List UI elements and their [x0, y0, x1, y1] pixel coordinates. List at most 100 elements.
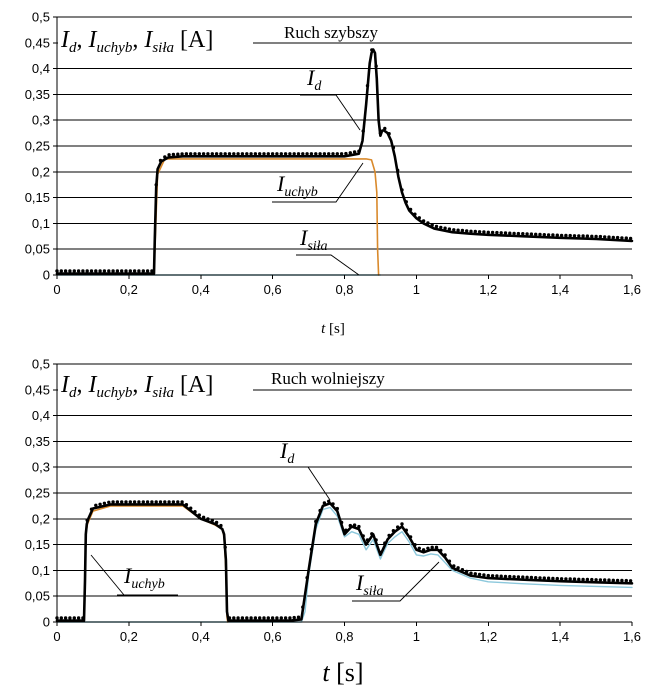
series-point-i-d: [314, 152, 318, 156]
gridlines: [57, 363, 632, 597]
series-point-i-d: [603, 578, 607, 582]
series-point-i-d: [417, 546, 421, 550]
series-point-i-d: [387, 132, 391, 136]
series-point-i-d: [107, 269, 111, 273]
series-point-i-d: [456, 228, 460, 232]
series-point-i-d: [253, 152, 258, 156]
svg-text:Id: Id: [306, 65, 322, 94]
series-point-i-d: [227, 152, 232, 156]
series-point-i-d: [486, 573, 490, 578]
ylabel: Id, Iuchyb, Isiła [A]: [60, 372, 213, 401]
series-point-i-d: [193, 152, 197, 156]
series-point-i-d: [171, 500, 176, 504]
series-point-i-d: [430, 545, 434, 549]
series-point-i-d: [154, 500, 158, 504]
series-point-i-d: [322, 501, 327, 505]
series-point-i-d: [197, 152, 201, 156]
series-point-i-d: [296, 152, 301, 156]
series-point-i-d: [572, 234, 577, 238]
series-point-i-d: [327, 152, 331, 156]
series-point-i-d: [477, 572, 482, 577]
series-point-i-d: [396, 525, 400, 529]
series-point-i-d: [344, 151, 348, 156]
series-point-i-d: [236, 616, 240, 620]
gridlines: [57, 16, 632, 250]
series-point-i-d: [521, 575, 525, 579]
series-point-i-d: [163, 155, 167, 159]
series-point-i-d: [348, 151, 352, 155]
series-line-i-d: [55, 48, 634, 275]
axes: [53, 363, 633, 626]
series-point-i-d: [227, 616, 232, 620]
series-point-i-d: [439, 548, 443, 553]
series-point-i-d: [357, 149, 361, 153]
series-point-i-d: [590, 234, 594, 238]
series-point-i-d: [59, 616, 63, 620]
y-tick-label: 0,3: [32, 113, 50, 128]
series-point-i-d: [275, 616, 279, 620]
series-point-i-d: [158, 158, 163, 163]
series-point-i-d: [564, 233, 568, 238]
series-point-i-d: [508, 231, 512, 235]
series-point-i-d: [490, 230, 495, 235]
series-point-i-d: [396, 168, 400, 172]
series-line-i-sila: [56, 506, 633, 623]
series-point-i-d: [145, 500, 150, 504]
series-point-i-d: [465, 229, 469, 233]
series-point-i-d: [102, 501, 107, 505]
series-point-i-d: [94, 269, 98, 273]
series-point-i-d: [495, 574, 499, 578]
series-point-i-d: [171, 152, 176, 157]
chart-title-box: [280, 21, 442, 42]
y-tick-label: 0,3: [32, 460, 50, 475]
y-tick-label: 0,45: [25, 35, 50, 50]
series-point-i-d: [327, 499, 331, 503]
series-point-i-d: [352, 150, 357, 154]
series-point-i-d: [525, 575, 529, 579]
series-point-i-d: [404, 200, 408, 204]
annotation-sila: Isiła: [352, 561, 440, 602]
series-point-i-d: [245, 152, 249, 156]
y-tick-label: 0,05: [25, 589, 50, 604]
y-tick-label: 0: [43, 268, 50, 283]
series-point-i-d: [452, 564, 456, 568]
series-point-i-d: [275, 152, 279, 156]
series-point-i-d: [270, 152, 275, 156]
series-point-i-d: [301, 152, 305, 156]
series-line-i-uchyb: [56, 158, 380, 276]
series-point-i-d: [180, 152, 184, 156]
series-point-i-d: [223, 152, 227, 156]
series-point-i-d: [132, 269, 137, 273]
series-point-i-d: [184, 152, 189, 156]
series-point-i-d: [89, 507, 94, 511]
series-point-i-d: [115, 500, 120, 504]
series-point-i-d: [391, 145, 396, 150]
y-tick-label: 0,35: [25, 434, 50, 449]
series-point-i-d: [447, 559, 452, 563]
series-point-i-d: [137, 269, 141, 273]
series-point-i-d: [559, 233, 564, 238]
series-point-i-d: [236, 152, 240, 156]
series-point-i-d: [490, 574, 495, 578]
x-tick-label: 1,4: [551, 282, 569, 297]
series-point-i-d: [120, 269, 124, 273]
series-point-i-d: [499, 231, 503, 235]
series-point-i-d: [158, 500, 163, 504]
x-tick-label: 1,4: [551, 629, 569, 644]
series-point-i-d: [132, 500, 137, 504]
series-point-i-d: [477, 230, 482, 234]
series-point-i-d: [150, 500, 154, 504]
annotation-uchyb: Iuchyb: [272, 162, 364, 203]
series-point-i-d: [370, 48, 374, 52]
series-point-i-d: [551, 233, 555, 237]
series-point-i-d: [145, 269, 150, 273]
series-point-i-d: [559, 577, 564, 581]
series-point-i-d: [258, 152, 262, 156]
series-point-i-d: [167, 153, 171, 157]
x-tick-label: 0: [53, 629, 60, 644]
series-point-i-d: [503, 574, 508, 579]
series-point-i-d: [516, 575, 521, 579]
series-point-i-d: [361, 534, 365, 538]
series-point-i-d: [335, 506, 339, 511]
y-tick-label: 0,35: [25, 87, 50, 102]
